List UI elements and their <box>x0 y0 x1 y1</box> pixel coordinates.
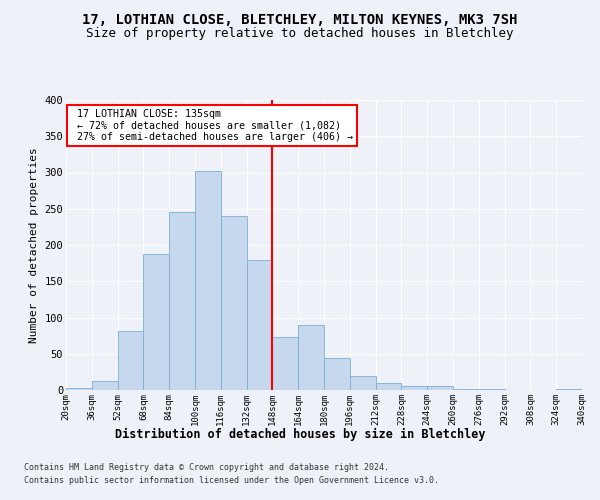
Bar <box>453 388 479 390</box>
Bar <box>427 386 453 390</box>
Bar <box>376 384 401 390</box>
Bar <box>401 386 427 390</box>
Bar <box>118 330 143 390</box>
Bar <box>169 212 195 390</box>
Bar <box>221 216 247 390</box>
Text: Contains HM Land Registry data © Crown copyright and database right 2024.: Contains HM Land Registry data © Crown c… <box>24 464 389 472</box>
Bar <box>350 376 376 390</box>
Bar <box>247 260 272 390</box>
Text: 17 LOTHIAN CLOSE: 135sqm
 ← 72% of detached houses are smaller (1,082)
 27% of s: 17 LOTHIAN CLOSE: 135sqm ← 72% of detach… <box>71 108 353 142</box>
Bar <box>143 254 169 390</box>
Bar <box>195 171 221 390</box>
Y-axis label: Number of detached properties: Number of detached properties <box>29 147 39 343</box>
Bar <box>92 380 118 390</box>
Bar <box>324 358 350 390</box>
Bar <box>272 337 298 390</box>
Bar <box>298 325 324 390</box>
Text: 17, LOTHIAN CLOSE, BLETCHLEY, MILTON KEYNES, MK3 7SH: 17, LOTHIAN CLOSE, BLETCHLEY, MILTON KEY… <box>82 12 518 26</box>
Text: Contains public sector information licensed under the Open Government Licence v3: Contains public sector information licen… <box>24 476 439 485</box>
Text: Size of property relative to detached houses in Bletchley: Size of property relative to detached ho… <box>86 28 514 40</box>
Text: Distribution of detached houses by size in Bletchley: Distribution of detached houses by size … <box>115 428 485 440</box>
Bar <box>66 388 92 390</box>
